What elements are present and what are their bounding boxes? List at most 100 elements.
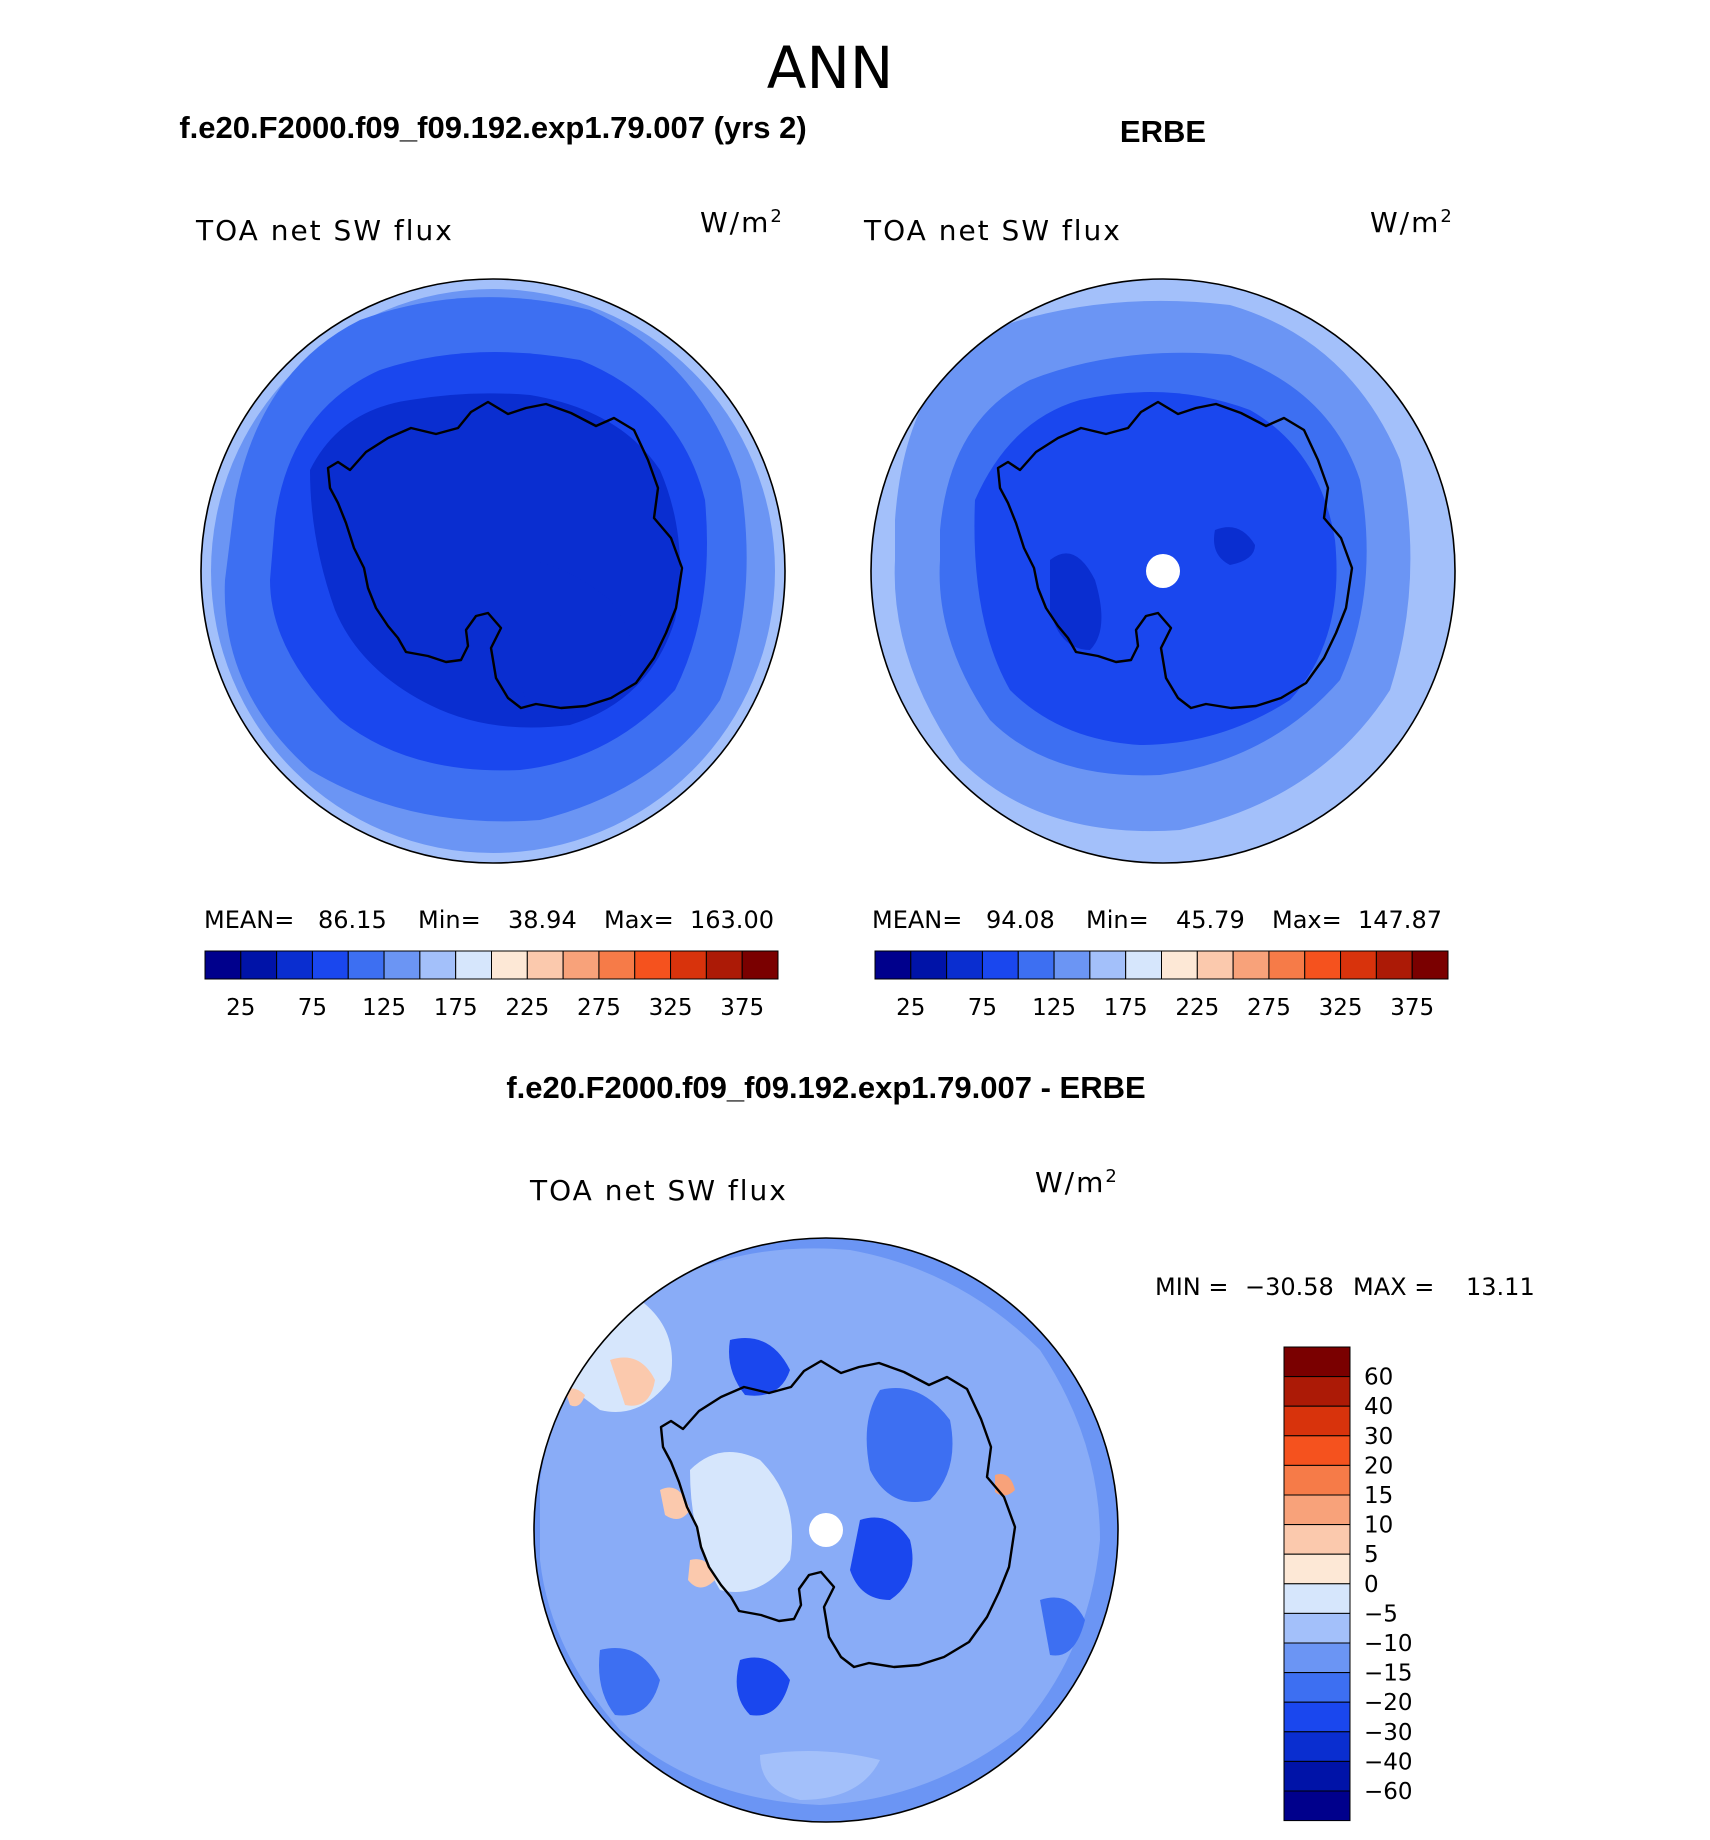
colorbar-c-swatch	[1283, 1524, 1351, 1555]
map-model	[201, 279, 785, 863]
colorbar-c-swatch	[1283, 1494, 1351, 1526]
colorbar-b-swatch	[1375, 950, 1413, 980]
panel-b-min-label: Min=	[1086, 906, 1149, 934]
panel-b-min: 45.79	[1176, 906, 1245, 934]
colorbar-b-tick-label: 225	[1175, 995, 1219, 1021]
diff-header: f.e20.F2000.f09_f09.192.exp1.79.007 - ER…	[506, 1070, 1145, 1105]
colorbar-a-swatch	[562, 950, 600, 980]
colorbar-b-swatch	[1304, 950, 1342, 980]
colorbar-b-tick-label: 75	[968, 995, 997, 1021]
colorbar-b-swatch	[981, 950, 1019, 980]
colorbar-b-swatch	[1053, 950, 1091, 980]
colorbar-a-tick-label: 175	[434, 995, 478, 1021]
panel-b-mean-label: MEAN=	[872, 906, 962, 934]
colorbar-b-tick-label: 175	[1104, 995, 1148, 1021]
panel-b-units: W/m2	[1370, 206, 1454, 239]
colorbar-a-swatch	[705, 950, 743, 980]
colorbar-a-swatch	[670, 950, 707, 980]
colorbar-b-swatch	[1340, 950, 1377, 980]
panel-b-max: 147.87	[1358, 906, 1442, 934]
colorbar-a-tick-label: 375	[720, 995, 764, 1021]
colorbar-b-swatch	[1017, 950, 1055, 980]
colorbar-a-swatch	[419, 950, 457, 980]
diff-max-label: MAX =	[1353, 1273, 1434, 1301]
colorbar-b-swatch	[1411, 950, 1449, 980]
colorbar-c-tick-label: −20	[1364, 1690, 1413, 1716]
panel-a-stats: MEAN= 86.15 Min= 38.94 Max= 163.00	[204, 906, 774, 934]
colorbar-b-swatch	[1196, 950, 1234, 980]
colorbar-a-swatch	[491, 950, 528, 980]
colorbar-c-swatch	[1283, 1376, 1351, 1407]
panel-a-min: 38.94	[508, 906, 577, 934]
colorbar-a-swatch	[311, 950, 349, 980]
colorbar-b-tick-label: 375	[1390, 995, 1434, 1021]
diff-max: 13.11	[1466, 1273, 1535, 1301]
colorbar-difference: 60 40 30 20 15 10 5 0 −5 −10 −15 −20 −30 −40 −60	[1283, 1346, 1413, 1822]
diff-stats: MIN = −30.58 MAX = 13.11	[1155, 1273, 1535, 1301]
panel-a-field-label: TOA net SW flux	[195, 214, 454, 247]
colorbar-b-tick-label: 125	[1032, 995, 1076, 1021]
panel-a-header: f.e20.F2000.f09_f09.192.exp1.79.007 (yrs…	[179, 110, 806, 145]
colorbar-c-swatch	[1283, 1553, 1351, 1585]
colorbar-b-swatch	[1089, 950, 1127, 980]
colorbar-a-tick-label: 325	[649, 995, 693, 1021]
panel-a-min-label: Min=	[418, 906, 481, 934]
colorbar-c-swatch	[1283, 1464, 1351, 1496]
colorbar-a-swatch	[204, 950, 242, 980]
panel-a-max-label: Max=	[604, 906, 674, 934]
colorbar-a-tick-label: 75	[298, 995, 327, 1021]
panel-b-units-sup: 2	[1440, 206, 1453, 227]
colorbar-b-tick-label: 275	[1247, 995, 1291, 1021]
colorbar-c-tick-label: −60	[1364, 1779, 1413, 1805]
colorbar-c-swatch	[1283, 1790, 1351, 1822]
colorbar-a-swatch	[240, 950, 278, 980]
panel-a-units-sup: 2	[770, 206, 783, 227]
map-difference-border	[533, 1237, 1119, 1823]
figure-title: ANN	[767, 34, 893, 102]
colorbar-c-tick-label: −10	[1364, 1631, 1413, 1657]
colorbar-c-tick-label: 5	[1364, 1542, 1379, 1568]
polar-gap-obs	[1146, 554, 1180, 588]
colorbar-a-swatch	[526, 950, 564, 980]
colorbar-obs: 25 75 125 175 225 275 325 375	[874, 950, 1449, 1021]
colorbar-c-tick-label: −15	[1364, 1661, 1413, 1687]
panel-b-header: ERBE	[1120, 114, 1206, 149]
colorbar-c-swatch	[1283, 1612, 1351, 1644]
panel-a-mean-label: MEAN=	[204, 906, 294, 934]
polar-gap-difference	[809, 1513, 843, 1547]
panel-a-units: W/m2	[700, 206, 784, 239]
colorbar-c-tick-label: 0	[1364, 1572, 1379, 1598]
colorbar-a-tick-label: 125	[362, 995, 406, 1021]
colorbar-a-swatch	[634, 950, 672, 980]
colorbar-b-swatch	[1125, 950, 1162, 980]
colorbar-c-swatch	[1283, 1760, 1351, 1792]
colorbar-c-tick-label: 60	[1364, 1365, 1393, 1391]
panel-b-max-label: Max=	[1272, 906, 1342, 934]
colorbar-a-swatch	[598, 950, 636, 980]
colorbar-c-swatch	[1283, 1346, 1351, 1378]
diff-min: −30.58	[1245, 1273, 1334, 1301]
diff-min-label: MIN =	[1155, 1273, 1228, 1301]
panel-a-mean: 86.15	[318, 906, 387, 934]
panel-a-max: 163.00	[690, 906, 774, 934]
diff-field-label: TOA net SW flux	[529, 1174, 788, 1207]
diff-units-sup: 2	[1105, 1166, 1118, 1187]
panel-obs: TOA net SW flux W/m2 MEAN= 94.08 Min= 45…	[863, 206, 1456, 1021]
colorbar-b-swatch	[1268, 950, 1306, 980]
panel-a-units-base: W/m	[700, 206, 770, 239]
colorbar-c-tick-label: 10	[1364, 1513, 1393, 1539]
panel-b-field-label: TOA net SW flux	[863, 214, 1122, 247]
colorbar-c-swatch	[1283, 1435, 1351, 1466]
map-model-border	[200, 278, 786, 864]
colorbar-b-swatch	[946, 950, 983, 980]
colorbar-c-swatch	[1283, 1642, 1351, 1674]
colorbar-c-swatch	[1283, 1731, 1351, 1762]
colorbar-b-swatch	[1232, 950, 1270, 980]
colorbar-c-swatch	[1283, 1701, 1351, 1733]
colorbar-c-swatch	[1283, 1583, 1351, 1614]
colorbar-c-tick-label: 30	[1364, 1424, 1393, 1450]
colorbar-a-tick-label: 25	[226, 995, 255, 1021]
colorbar-a-swatch	[383, 950, 421, 980]
colorbar-a-tick-label: 225	[505, 995, 549, 1021]
